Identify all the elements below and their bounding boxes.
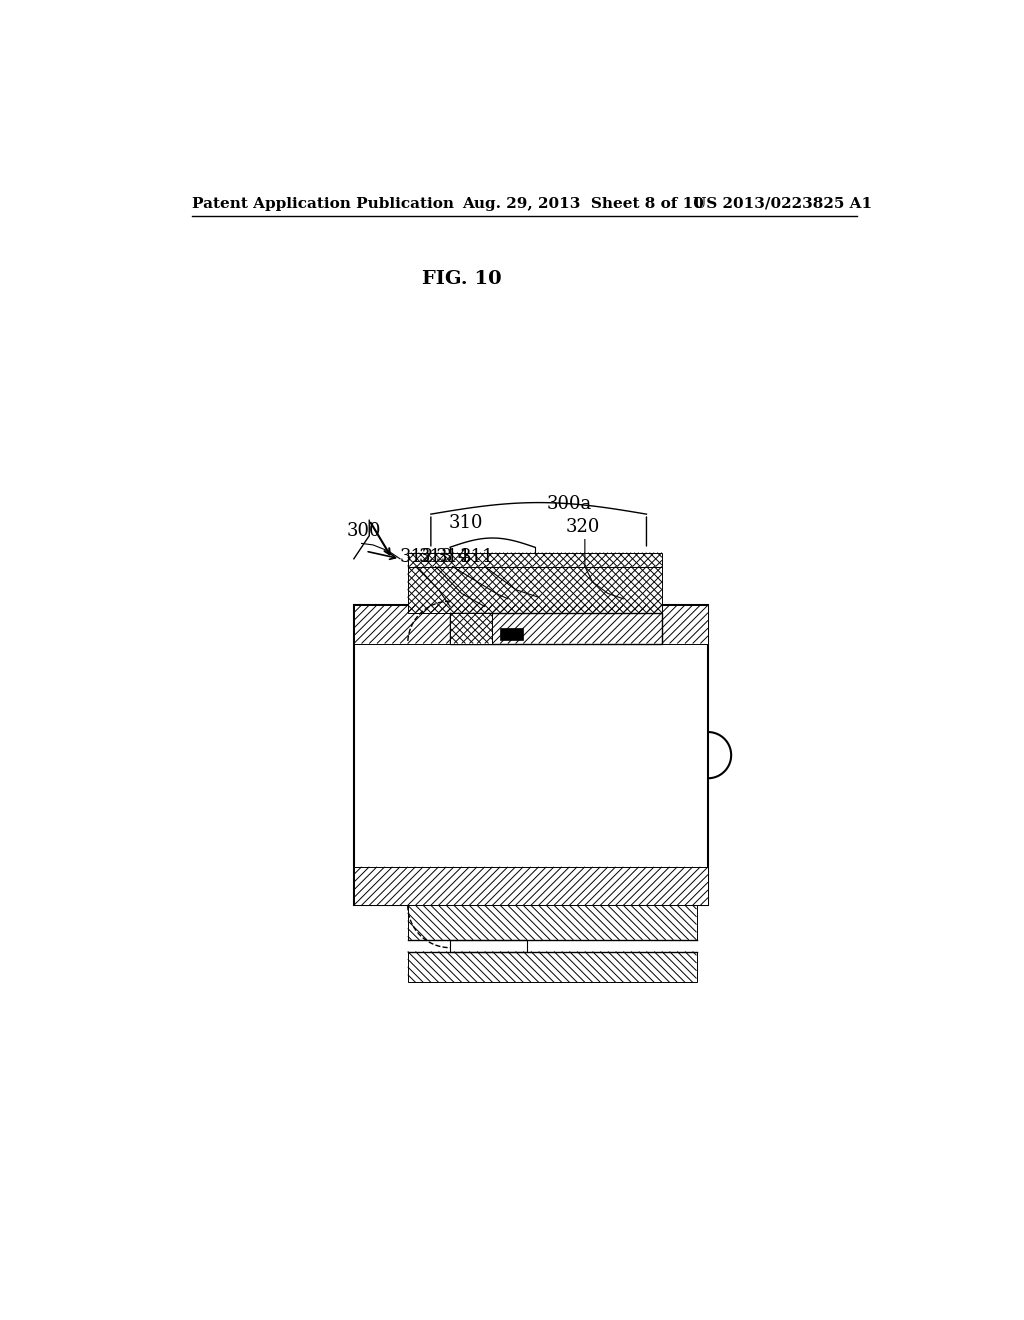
Text: FIG. 10: FIG. 10 [422,271,502,288]
Text: 312: 312 [399,549,434,566]
Text: Patent Application Publication: Patent Application Publication [193,197,455,211]
Text: 300a: 300a [547,495,592,512]
Bar [408,952,696,982]
Text: 310: 310 [449,513,482,532]
Text: 320: 320 [565,517,600,536]
Text: US 2013/0223825 A1: US 2013/0223825 A1 [692,197,871,211]
Text: 314: 314 [435,549,470,566]
Text: 300: 300 [346,521,381,540]
Bar [451,612,662,644]
Bar [451,940,527,952]
Bar [451,612,493,644]
Bar [408,566,662,612]
Text: 313: 313 [418,549,453,566]
Bar [408,906,696,940]
Bar [354,867,708,906]
Bar [500,628,523,640]
Bar [354,605,708,644]
Text: 311: 311 [460,549,495,566]
Bar [408,553,662,566]
Text: Aug. 29, 2013  Sheet 8 of 10: Aug. 29, 2013 Sheet 8 of 10 [462,197,703,211]
Bar [354,605,708,906]
